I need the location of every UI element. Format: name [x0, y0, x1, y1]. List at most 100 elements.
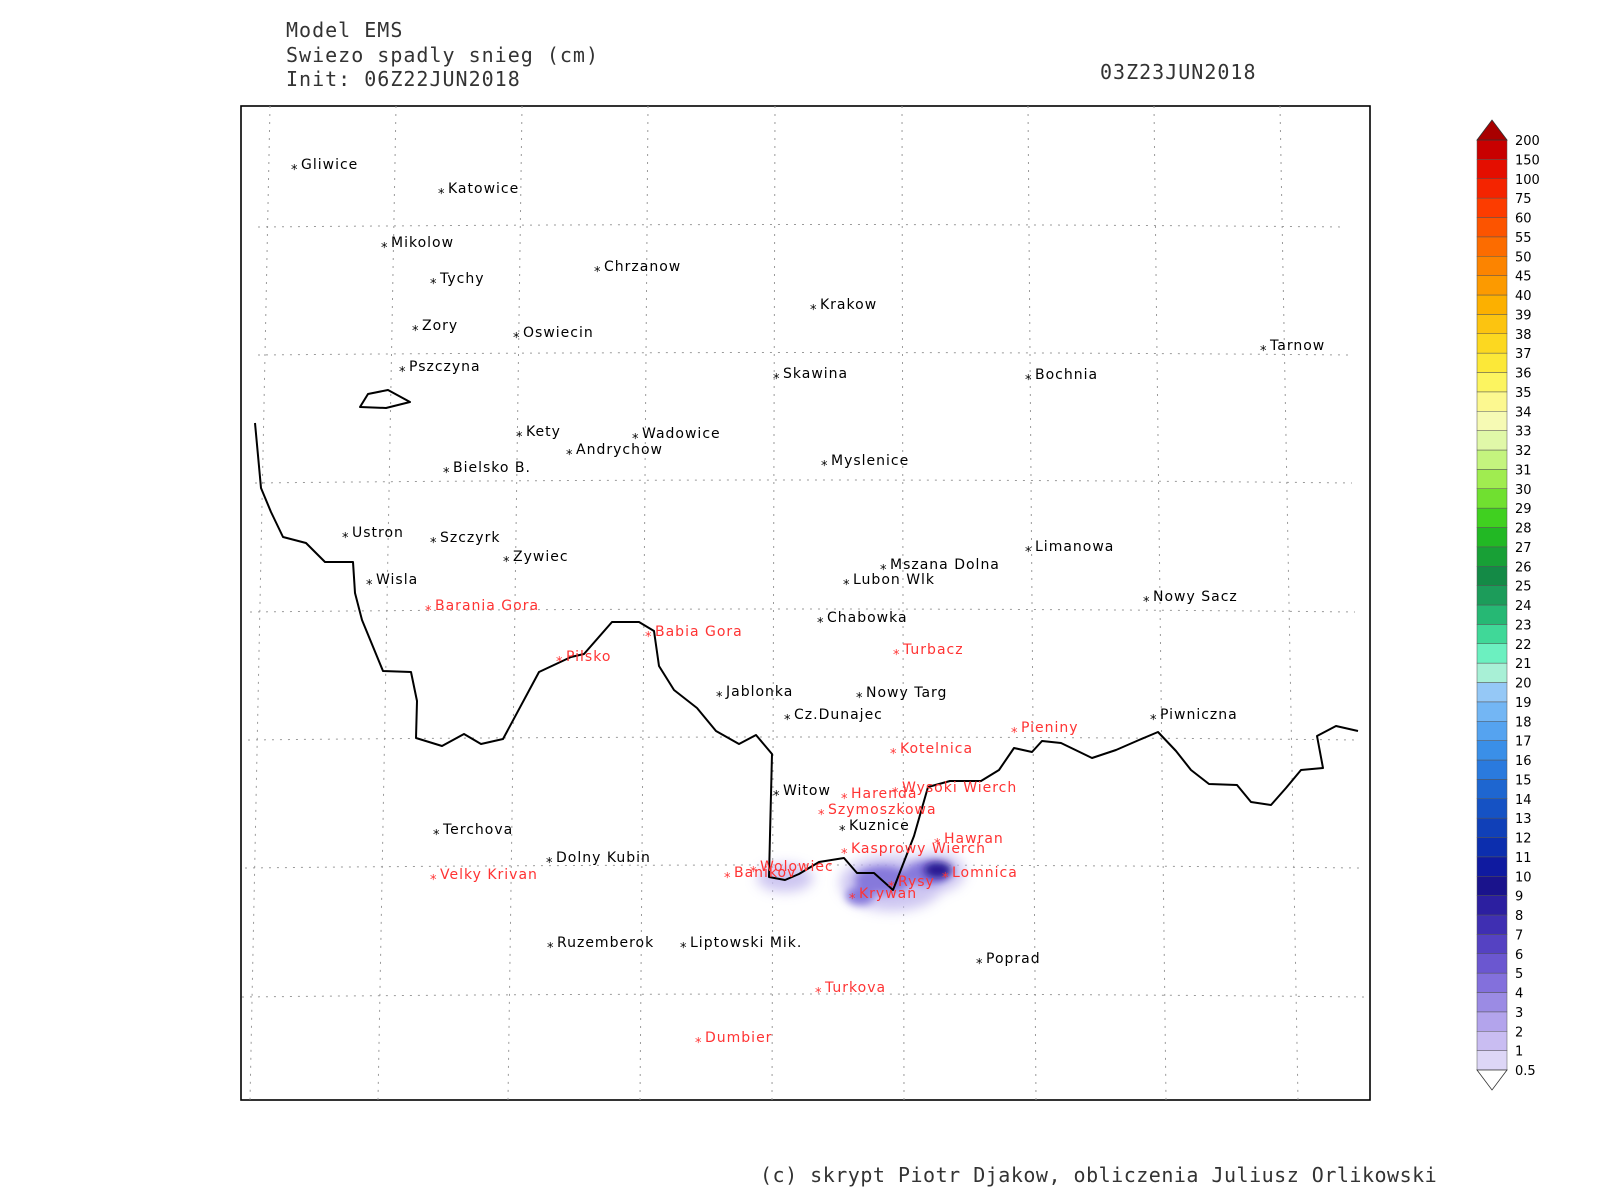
place-marker-icon: *: [594, 265, 602, 280]
place-label: Oswiecin: [523, 325, 594, 341]
place-label: Terchova: [442, 822, 513, 838]
place-marker-icon: *: [516, 430, 524, 445]
place-label: Wadowice: [642, 426, 721, 442]
place-bielsko-b: * Bielsko B.: [443, 460, 530, 481]
place-marker-icon: *: [366, 578, 374, 593]
place-marker-icon: *: [546, 856, 554, 871]
legend-swatch: [1476, 759, 1508, 780]
legend-swatch: [1476, 566, 1508, 586]
place-marker-icon: *: [841, 847, 849, 862]
place-marker-icon: *: [893, 648, 901, 663]
place-pszczyna: * Pszczyna: [399, 359, 480, 380]
place-skawina: * Skawina: [773, 366, 848, 387]
legend-tick-label: 34: [1515, 405, 1532, 420]
legend-swatch: [1476, 992, 1508, 1013]
place-marker-icon: *: [724, 871, 732, 886]
legend-swatch: [1476, 391, 1508, 412]
place-rysy: * Rysy: [888, 874, 934, 895]
place-marker-icon: *: [695, 1036, 703, 1051]
place-label: Dolny Kubin: [556, 850, 651, 866]
place-label: Limanowa: [1035, 539, 1114, 555]
legend-swatch: [1476, 817, 1508, 838]
legend-swatch: [1476, 972, 1508, 993]
place-label: Pieniny: [1021, 720, 1079, 736]
legend-swatch: [1476, 449, 1508, 470]
place-marker-icon: *: [892, 786, 900, 801]
place-label: Hawran: [944, 831, 1004, 847]
place-label: Tychy: [439, 271, 485, 287]
legend-tick-label: 1: [1515, 1045, 1523, 1060]
place-label: Jablonka: [725, 684, 793, 700]
place-katowice: * Katowice: [438, 181, 518, 202]
place-dolny-kubin: * Dolny Kubin: [546, 850, 651, 871]
place-tychy: * Tychy: [430, 271, 485, 292]
place-marker-icon: *: [856, 691, 864, 706]
place-marker-icon: *: [1025, 373, 1033, 388]
place-marker-icon: *: [556, 655, 564, 670]
place-label: Zywiec: [513, 549, 569, 565]
place-nowy-targ: * Nowy Targ: [856, 685, 947, 706]
init-time: Init: 06Z22JUN2018: [286, 67, 521, 91]
legend-tick-label: 31: [1515, 463, 1532, 478]
legend-swatch: [1476, 721, 1508, 741]
place-label: Lubon Wlk: [853, 572, 935, 588]
legend-swatch: [1476, 333, 1508, 354]
place-poprad: * Poprad: [976, 951, 1041, 972]
legend-tick-label: 37: [1515, 347, 1532, 362]
place-marker-icon: *: [645, 630, 653, 645]
legend-swatch: [1476, 314, 1508, 334]
place-label: Chabowka: [827, 610, 908, 626]
legend-tick-label: 35: [1515, 386, 1532, 401]
legend-swatch: [1476, 740, 1508, 761]
legend-swatch: [1476, 1050, 1508, 1071]
place-label: Skawina: [783, 366, 848, 382]
legend-tick-label: 36: [1515, 367, 1532, 382]
place-chabowka: * Chabowka: [817, 610, 908, 631]
country-border: [254, 389, 1359, 891]
place-label: Chrzanow: [604, 259, 681, 275]
legend-tick-label: 16: [1515, 754, 1532, 769]
place-marker-icon: *: [849, 892, 857, 907]
place-marker-icon: *: [680, 941, 688, 956]
legend-swatch: [1476, 662, 1508, 683]
place-marker-icon: *: [934, 837, 942, 852]
legend-swatch: [1476, 895, 1508, 916]
legend-min-arrow-icon: [1476, 1069, 1508, 1091]
place-label: Zory: [422, 318, 458, 334]
place-andrychow: * Andrychow: [566, 442, 662, 463]
legend-swatch: [1476, 488, 1508, 509]
place-ruzemberok: * Ruzemberok: [547, 935, 653, 956]
legend-swatch: [1476, 701, 1508, 722]
legend-swatch: [1476, 159, 1508, 179]
legend-swatch: [1476, 178, 1508, 199]
place-liptowski-mik: * Liptowski Mik.: [680, 935, 802, 956]
place-label: Krakow: [820, 297, 877, 313]
legend-swatch: [1476, 1031, 1508, 1051]
place-marker-icon: *: [1150, 713, 1158, 728]
place-label: Barania Gora: [435, 598, 539, 614]
legend-tick-label: 15: [1515, 773, 1532, 788]
legend-swatch: [1476, 914, 1508, 935]
legend-swatch: [1476, 856, 1508, 877]
place-marker-icon: *: [817, 616, 825, 631]
legend-swatch: [1476, 604, 1508, 625]
place-marker-icon: *: [399, 365, 407, 380]
place-labels: * Gliwice* Katowice* Mikolow* Tychy * Chrzanow…: [291, 157, 1324, 1051]
place-mszana-dolna: * Mszana Dolna: [880, 557, 999, 578]
place-label: Liptowski Mik.: [690, 935, 802, 951]
legend-tick-label: 6: [1515, 948, 1523, 963]
legend-swatch: [1476, 507, 1508, 528]
legend-swatch: [1476, 837, 1508, 858]
legend-swatch: [1476, 236, 1508, 257]
legend-tick-label: 19: [1515, 696, 1532, 711]
legend-swatch: [1476, 798, 1508, 819]
place-marker-icon: *: [381, 241, 389, 256]
place-label: Poprad: [986, 951, 1041, 967]
legend-tick-label: 23: [1515, 618, 1532, 633]
legend-tick-label: 28: [1515, 522, 1532, 537]
place-label: Nowy Targ: [866, 685, 947, 701]
place-jablonka: * Jablonka: [716, 684, 793, 705]
place-turbacz: * Turbacz: [893, 642, 963, 663]
lat-lon-grid: [241, 106, 1366, 1100]
place-marker-icon: *: [750, 865, 758, 880]
